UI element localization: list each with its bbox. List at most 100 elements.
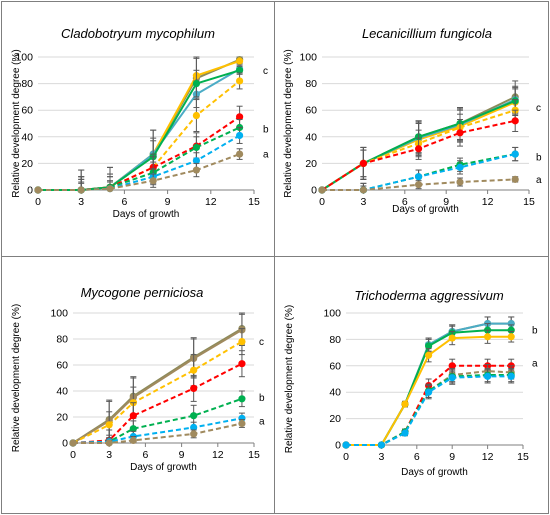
panel-mycogone: Mycogone perniciosa 0 20 40 60 80 100 0 3 6 9 12 15 D…: [1, 256, 275, 514]
data-point: [238, 360, 246, 368]
data-point: [342, 441, 350, 449]
chart-mycogone-perniciosa: Mycogone perniciosa 0 20 40 60 80 100 0 3 6 9 12 15 D…: [11, 285, 265, 473]
x-tick-label: 15: [248, 196, 260, 208]
data-point: [105, 439, 113, 447]
data-point: [425, 342, 433, 350]
series-line: [38, 68, 241, 191]
group-label: b: [532, 326, 538, 337]
y-tick-label: 0: [62, 438, 68, 450]
y-tick-label: 80: [329, 334, 341, 346]
x-tick-label: 12: [205, 196, 217, 208]
data-point: [456, 129, 464, 137]
series-0: [69, 312, 246, 447]
x-tick-label: 15: [523, 196, 535, 208]
series-6: [69, 419, 246, 447]
y-tick-label: 40: [56, 386, 68, 398]
x-axis-label: Days of growth: [392, 204, 459, 215]
group-label: c: [263, 66, 268, 77]
y-tick-label: 0: [335, 440, 341, 452]
y-axis-label: Relative development degree (%): [284, 305, 295, 453]
x-tick-label: 15: [248, 449, 260, 461]
y-tick-label: 60: [305, 105, 317, 117]
data-point: [34, 186, 42, 194]
series-7: [34, 126, 244, 194]
group-label: a: [259, 416, 265, 427]
data-point: [318, 186, 326, 194]
data-point: [129, 425, 137, 433]
chart-trichoderma-aggressivum: Trichoderma aggressivum 0 20 40 60 80 100 0 3 6 9 1…: [284, 288, 538, 478]
chart-title: Cladobotryum mycophilum: [61, 26, 215, 41]
data-point: [192, 157, 200, 165]
data-point: [129, 412, 137, 420]
y-tick-label: 100: [50, 308, 68, 320]
data-point: [401, 429, 409, 437]
data-point: [238, 419, 246, 428]
data-point: [511, 150, 519, 158]
y-tick-label: 100: [299, 52, 317, 64]
y-tick-label: 40: [21, 131, 33, 143]
data-point: [415, 181, 423, 189]
y-tick-label: 60: [21, 105, 33, 117]
chart-cladobotryum-mycophilum: Cladobotryum mycophilum 0 20 40 60 80 100 0 3 6 9 1…: [11, 26, 269, 220]
series-7: [342, 369, 515, 449]
data-point: [106, 185, 114, 193]
data-point: [507, 333, 515, 341]
series-5: [34, 105, 244, 194]
data-point: [359, 186, 367, 194]
group-label: c: [259, 337, 264, 348]
series-2: [34, 64, 244, 194]
panel-cladobotryum: Cladobotryum mycophilum 0 20 40 60 80 100 0 3 6 9 1…: [1, 1, 275, 257]
x-tick-label: 3: [360, 196, 366, 208]
y-tick-label: 20: [21, 158, 33, 170]
y-tick-label: 100: [15, 52, 33, 64]
y-tick-label: 40: [329, 387, 341, 399]
y-axis-label: Relative development degree (%): [283, 49, 294, 197]
data-point: [192, 80, 200, 88]
data-point: [190, 366, 198, 374]
data-point: [236, 113, 244, 121]
chart-lecanicillium-fungicola: Lecanicillium fungicola 0 20 40 60 80 100 0 3 6 9 1…: [283, 26, 542, 215]
x-tick-label: 9: [443, 196, 449, 208]
x-tick-label: 3: [378, 451, 384, 463]
panel-lecanicillium: Lecanicillium fungicola 0 20 40 60 80 100 0 3 6 9 1…: [274, 1, 549, 257]
data-point: [415, 173, 423, 181]
y-axis-label: Relative development degree (%): [11, 304, 22, 452]
chart-title: Lecanicillium fungicola: [362, 26, 492, 41]
group-label: b: [263, 124, 269, 135]
y-tick-label: 0: [27, 185, 33, 197]
data-point: [190, 412, 198, 420]
data-point: [484, 372, 492, 380]
x-tick-label: 9: [165, 196, 171, 208]
data-point: [425, 351, 433, 359]
data-point: [456, 178, 464, 186]
data-point: [236, 131, 244, 140]
data-point: [425, 388, 433, 396]
data-point: [401, 400, 409, 408]
y-tick-label: 20: [56, 412, 68, 424]
data-point: [236, 150, 244, 158]
data-point: [236, 77, 244, 85]
data-point: [192, 143, 200, 152]
data-point: [456, 163, 464, 171]
y-tick-label: 80: [56, 334, 68, 346]
x-tick-label: 0: [343, 451, 349, 463]
data-point: [377, 441, 385, 449]
data-point: [511, 175, 519, 183]
x-tick-label: 3: [106, 449, 112, 461]
chart-title: Mycogone perniciosa: [81, 285, 204, 300]
y-tick-label: 40: [305, 131, 317, 143]
x-tick-label: 12: [482, 196, 494, 208]
panel-trichoderma: Trichoderma aggressivum 0 20 40 60 80 100 0 3 6 9 1…: [274, 256, 549, 514]
x-tick-label: 3: [78, 196, 84, 208]
y-tick-label: 0: [311, 185, 317, 197]
x-tick-label: 12: [482, 451, 494, 463]
y-tick-label: 80: [305, 78, 317, 90]
x-axis-label: Days of growth: [401, 467, 468, 478]
series-6: [34, 119, 244, 194]
x-tick-label: 0: [35, 196, 41, 208]
data-point: [236, 66, 244, 74]
series-8: [34, 148, 244, 194]
data-point: [507, 372, 515, 380]
x-tick-label: 9: [449, 451, 455, 463]
